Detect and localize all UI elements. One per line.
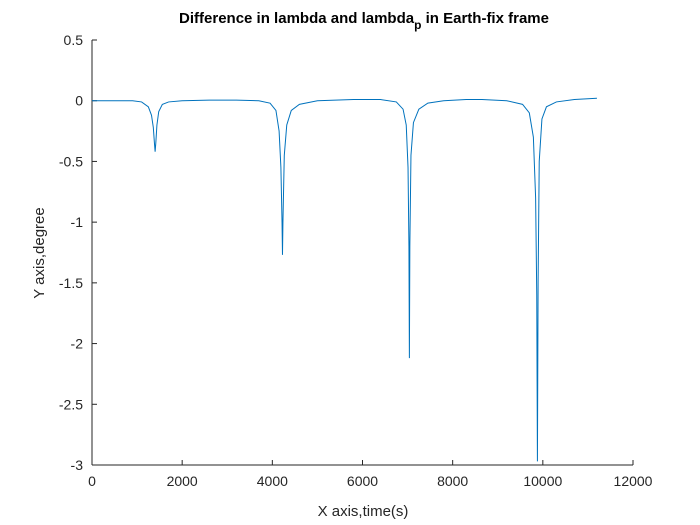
x-tick-label: 8000 bbox=[437, 473, 468, 489]
x-tick-label: 10000 bbox=[523, 473, 562, 489]
x-tick-label: 2000 bbox=[167, 473, 198, 489]
x-tick-label: 6000 bbox=[347, 473, 378, 489]
y-tick-label: -0.5 bbox=[59, 153, 83, 169]
x-tick-label: 0 bbox=[88, 473, 96, 489]
x-tick-label: 12000 bbox=[614, 473, 653, 489]
chart-title: Difference in lambda and lambdap in Eart… bbox=[179, 10, 549, 32]
y-tick-label: -1.5 bbox=[59, 275, 83, 291]
chart-title-subscript: p bbox=[414, 18, 421, 32]
x-axis-label: X axis,time(s) bbox=[318, 503, 409, 520]
x-ticks: 0 2000 4000 6000 8000 10000 12000 bbox=[88, 460, 653, 489]
y-tick-label: -3 bbox=[71, 457, 84, 473]
y-ticks: 0.5 0 -0.5 -1 -1.5 -2 -2.5 -3 bbox=[59, 32, 97, 473]
y-tick-label: -2 bbox=[71, 336, 84, 352]
y-tick-label: 0 bbox=[75, 93, 83, 109]
y-tick-label: 0.5 bbox=[64, 32, 84, 48]
chart-title-rest: in Earth-fix frame bbox=[421, 10, 549, 27]
plot-axes: 0 2000 4000 6000 8000 10000 12000 0.5 0 -0.5 -1 -1… bbox=[59, 32, 653, 489]
chart-title-main: Difference in lambda and lambda bbox=[179, 10, 415, 27]
y-axis-label: Y axis,degree bbox=[31, 207, 48, 298]
series-line bbox=[92, 97, 597, 462]
y-tick-label: -1 bbox=[71, 214, 84, 230]
x-tick-label: 4000 bbox=[257, 473, 288, 489]
y-tick-label: -2.5 bbox=[59, 396, 83, 412]
